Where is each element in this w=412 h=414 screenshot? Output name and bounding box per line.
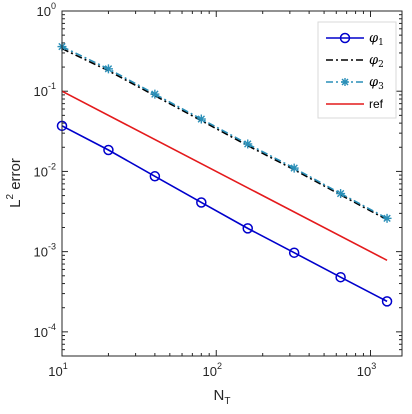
series-phi2 xyxy=(61,47,388,221)
legend: φ1 φ2 φ3 ref xyxy=(317,21,397,119)
data-point xyxy=(382,213,392,223)
y-tick-label: 10-3 xyxy=(34,242,56,260)
x-tick-label: 103 xyxy=(357,361,376,379)
y-axis-label-main: L xyxy=(7,200,24,208)
x-axis-label: NT xyxy=(214,387,231,407)
x-axis-label-main: N xyxy=(214,387,225,404)
plot-frame xyxy=(61,10,403,357)
legend-label-phi1: φ1 xyxy=(369,31,384,48)
series-ref xyxy=(61,90,388,262)
data-point xyxy=(149,171,161,182)
y-tick-labels: 10-4 10-3 10-2 10-1 100 xyxy=(34,1,56,340)
legend-entry-ref: ref xyxy=(326,97,384,111)
y-tick-label: 10-1 xyxy=(34,81,56,99)
data-point xyxy=(335,271,346,283)
series-line xyxy=(61,90,388,262)
x-tick-label: 102 xyxy=(203,361,222,379)
legend-marker-phi1 xyxy=(339,32,351,44)
data-point xyxy=(288,247,300,258)
y-axis-label: L2 error xyxy=(5,158,24,208)
series-line xyxy=(61,125,388,303)
legend-entry-phi1: φ1 xyxy=(326,31,384,48)
data-point xyxy=(150,89,160,99)
series-line xyxy=(61,45,388,220)
y-tick-label: 10-2 xyxy=(34,161,56,179)
x-tick-label: 101 xyxy=(48,361,67,379)
series-line xyxy=(61,47,388,221)
data-point xyxy=(381,296,393,307)
data-point xyxy=(242,223,253,234)
data-point xyxy=(336,189,346,199)
data-point xyxy=(196,197,207,208)
y-axis-label-rest: error xyxy=(7,158,24,194)
data-point xyxy=(289,163,299,173)
legend-entry-phi3: φ3 xyxy=(326,75,384,92)
y-tick-label: 10-4 xyxy=(34,322,56,340)
legend-label-ref: ref xyxy=(369,97,384,111)
data-point xyxy=(103,144,114,156)
x-tick-labels: 101 102 103 xyxy=(48,361,376,379)
legend-label-phi3: φ3 xyxy=(369,75,384,92)
legend-marker-phi3 xyxy=(341,78,349,86)
y-tick-label: 100 xyxy=(37,1,56,19)
data-point xyxy=(243,139,253,149)
legend-label-phi2: φ2 xyxy=(369,53,384,70)
data-point xyxy=(196,114,206,124)
y-axis-label-sup: 2 xyxy=(5,194,16,200)
x-axis-label-sub: T xyxy=(224,396,230,407)
legend-entry-phi2: φ2 xyxy=(326,53,384,70)
data-point xyxy=(103,64,113,74)
